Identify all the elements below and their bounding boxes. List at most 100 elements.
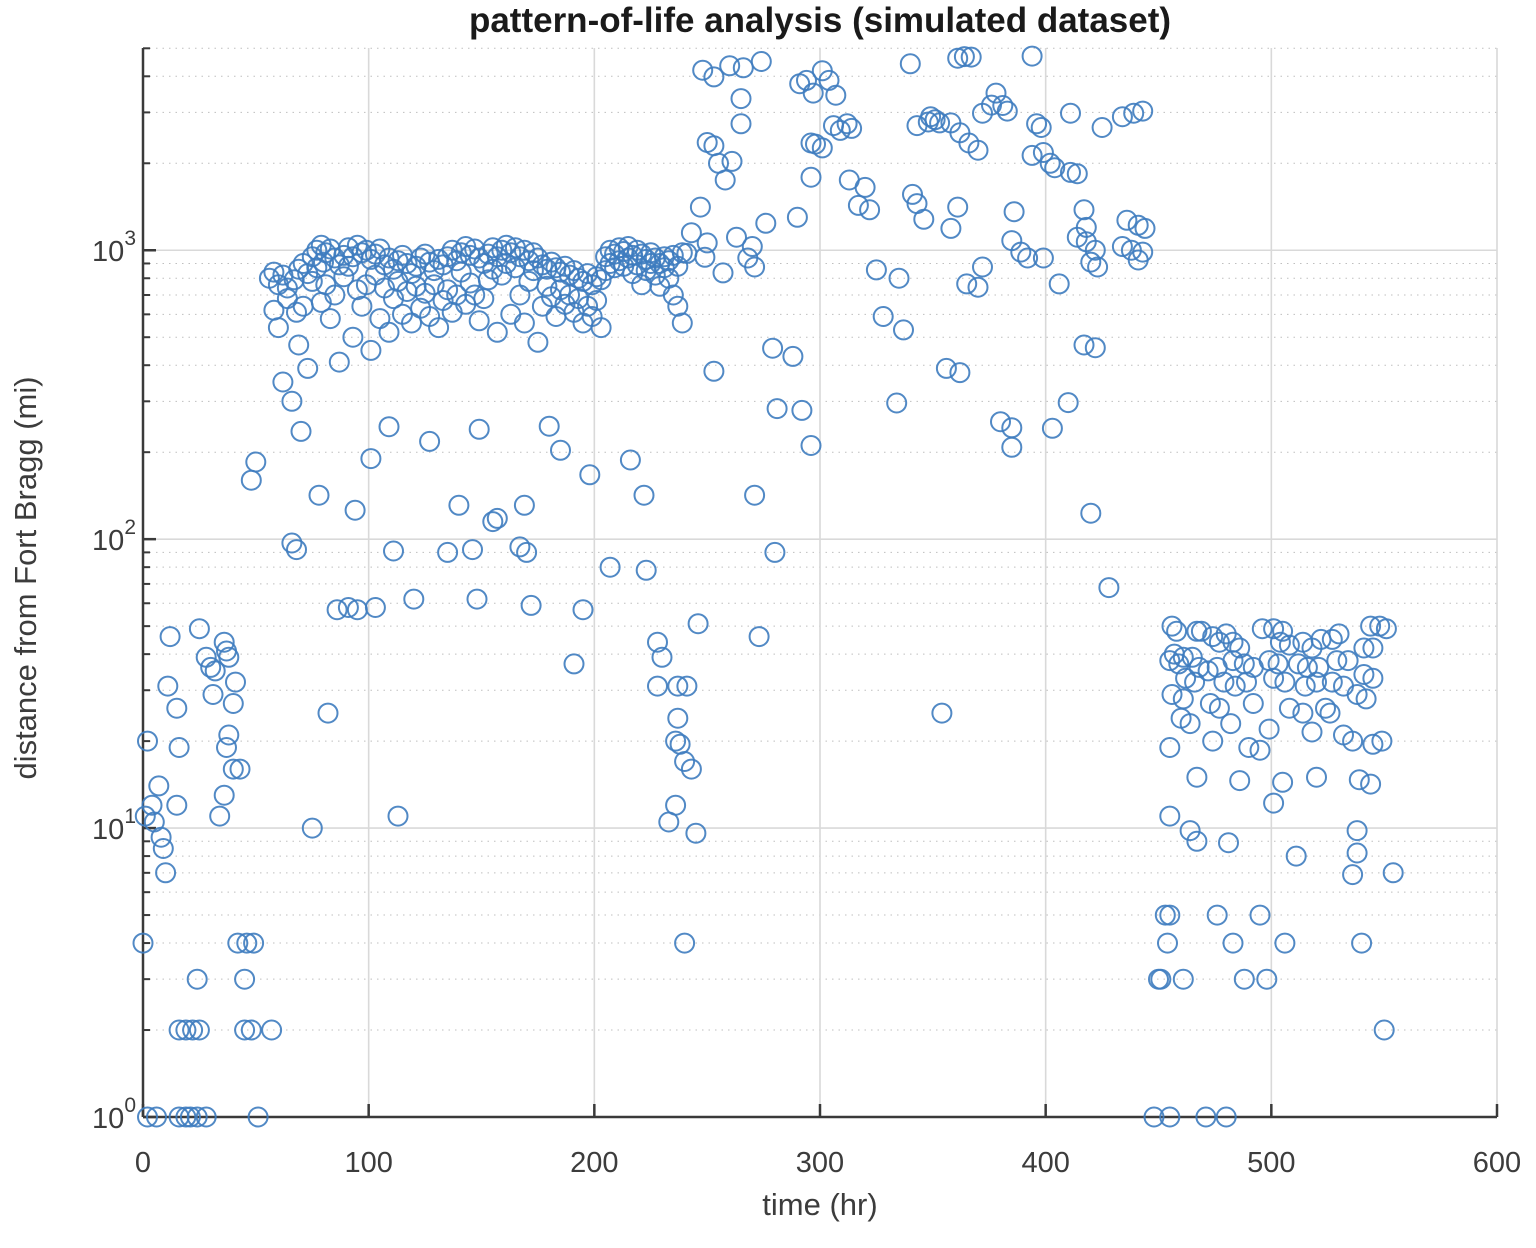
data-point [671,312,693,334]
data-point [222,693,244,714]
data-point [477,269,499,291]
data-point [1362,637,1384,659]
data-point [1186,830,1208,852]
data-point [1084,239,1106,261]
data-point [1342,864,1364,886]
data-point [985,82,1007,104]
data-point [791,399,813,421]
data-point [1172,646,1194,668]
data-point [550,439,571,461]
data-point [337,597,359,618]
data-point [313,251,334,273]
data-point [437,541,459,563]
data-point [1249,904,1271,926]
data-point [572,599,594,621]
data-point [1073,334,1095,356]
data-point [516,541,538,563]
data-point [509,536,531,558]
data-point [1222,932,1244,954]
y-tick-label: 100 [92,1094,136,1135]
data-point [800,435,822,456]
data-point [811,137,833,159]
data-point [1342,730,1364,752]
data-point [261,1019,283,1041]
data-point [940,217,962,239]
data-point [1044,157,1066,179]
y-tick-label: 103 [92,227,136,268]
data-point [500,242,522,264]
data-point [1021,144,1043,166]
data-point [360,448,382,470]
data-point [899,53,921,75]
data-point [132,932,154,954]
data-point [1159,737,1181,758]
data-point [741,236,763,257]
data-point [1001,417,1023,439]
data-point [1208,631,1230,653]
data-point [468,310,490,332]
data-point [243,932,265,954]
data-point [383,540,404,562]
data-point [967,276,989,298]
data-point [152,838,174,859]
data-point [134,805,156,827]
data-point [482,511,504,533]
data-point [186,1106,208,1128]
data-point [1159,650,1181,672]
data-point [157,675,179,697]
data-point [202,684,224,705]
data-point [195,646,217,668]
data-point [1346,842,1368,864]
data-point [500,303,522,325]
data-point [1032,247,1054,269]
data-point [1233,968,1255,990]
data-point [328,351,350,373]
data-point [1272,771,1294,793]
data-point [829,119,851,141]
data-point [1087,256,1109,278]
data-point [1111,106,1133,128]
data-point [1229,770,1251,792]
data-point [1066,163,1088,185]
data-point [1179,820,1201,842]
x-tick-label: 300 [796,1147,844,1179]
data-point [1186,620,1208,642]
data-point [1224,675,1246,697]
data-point [1134,217,1156,239]
data-point [1184,671,1206,693]
chart-title: pattern-of-life analysis (simulated data… [468,1,1172,40]
data-point [351,295,373,317]
data-point [703,360,725,382]
data-point [703,135,725,157]
data-point [182,1019,204,1041]
data-point [924,109,946,131]
data-point [1306,766,1327,788]
data-point [750,51,772,72]
data-point [1060,102,1081,124]
data-point [378,416,400,438]
data-point [403,588,425,610]
data-point [240,1019,262,1041]
data-point [719,55,741,77]
data-point [689,196,711,218]
data-point [281,390,303,412]
data-point [972,256,993,278]
data-point [662,244,684,266]
data-point [685,822,707,844]
data-point [635,559,657,581]
data-point [518,270,540,292]
data-point [1190,620,1212,642]
data-point [1001,436,1023,458]
data-point [1048,273,1070,295]
data-point [1360,615,1382,637]
data-point [1179,713,1201,735]
data-point [563,653,585,675]
data-point [1084,337,1106,359]
x-tick-label: 600 [1473,1147,1521,1179]
data-point [1249,739,1271,761]
data-point [1218,832,1239,854]
data-point [579,464,601,486]
data-point [1256,968,1278,990]
data-point [755,212,777,234]
